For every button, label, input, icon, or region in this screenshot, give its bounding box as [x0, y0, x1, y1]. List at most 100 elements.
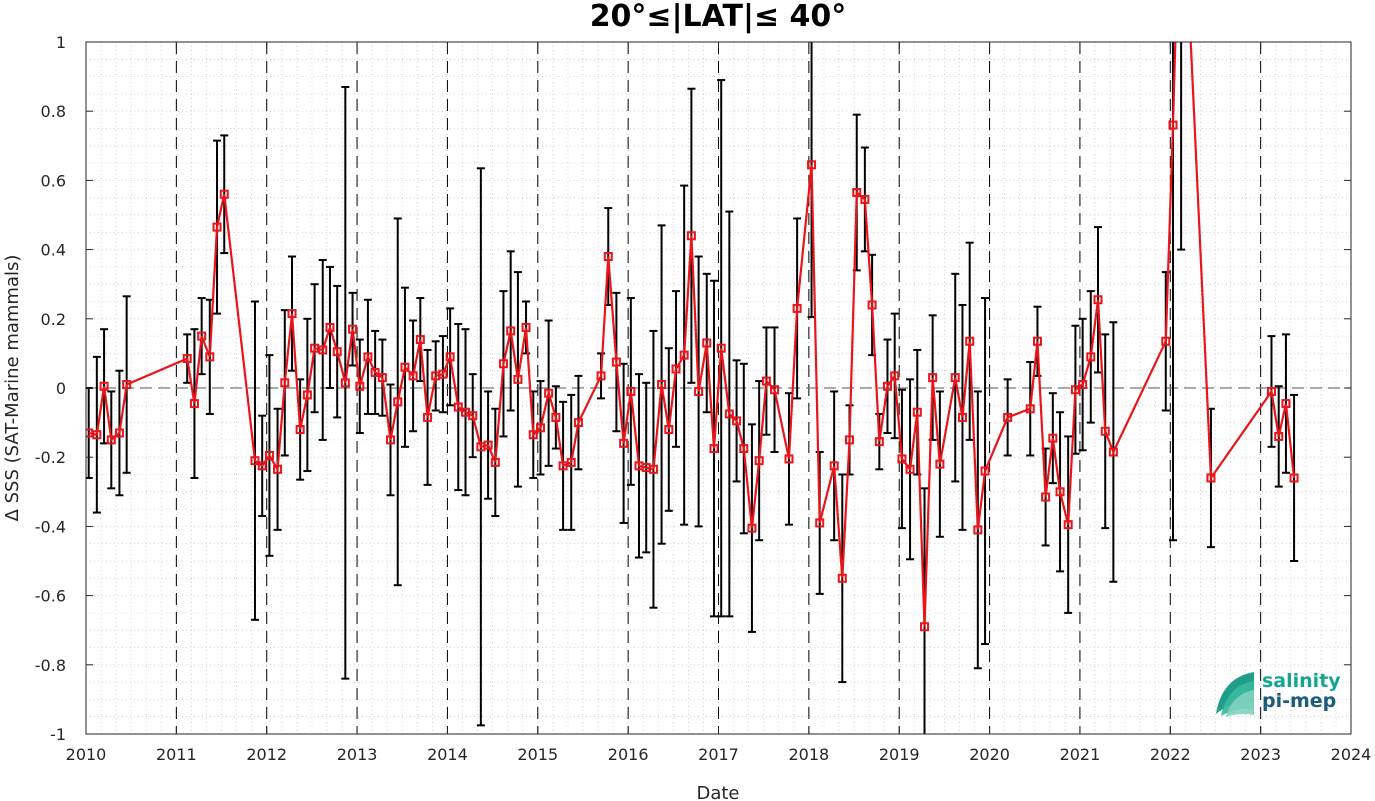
data-point [197, 331, 207, 341]
data-point [671, 364, 681, 374]
data-point [318, 345, 328, 355]
data-point [1078, 380, 1088, 390]
data-point [1289, 473, 1299, 483]
data-point [973, 525, 983, 535]
data-point [386, 435, 396, 445]
data-point [815, 518, 825, 528]
data-point [1274, 431, 1284, 441]
logo-waves-icon [1216, 672, 1254, 717]
data-point [332, 347, 342, 357]
data-point [423, 412, 433, 422]
data-point [619, 438, 629, 448]
error-bar [1290, 393, 1299, 562]
data-point [694, 386, 704, 396]
data-point [408, 371, 418, 381]
data-point [732, 416, 742, 426]
data-point [264, 450, 274, 460]
data-point [664, 425, 674, 435]
data-point [521, 322, 531, 332]
x-tick-labels: 2010 2011 2012 2013 2014 2015 2016 2017 2018 2019… [66, 745, 1372, 764]
data-point [754, 456, 764, 466]
x-tick-label: 2023 [1240, 745, 1281, 764]
data-point [1055, 487, 1065, 497]
x-tick-label: 2013 [337, 745, 378, 764]
data-point [920, 622, 930, 632]
data-point [513, 374, 523, 384]
data-point [1041, 492, 1051, 502]
data-point [702, 338, 712, 348]
x-tick-label: 2024 [1331, 745, 1372, 764]
y-tick-label: -0.2 [35, 448, 66, 467]
data-point [1206, 473, 1216, 483]
salinity-pi-mep-logo: salinity pi-mep [1216, 670, 1341, 717]
data-point [829, 461, 839, 471]
x-tick-label: 2011 [156, 745, 197, 764]
data-point [490, 457, 500, 467]
data-point [1281, 399, 1291, 409]
error-bar [1177, 42, 1186, 251]
data-point [92, 430, 102, 440]
data-point [468, 411, 478, 421]
data-point [1048, 433, 1058, 443]
data-point [980, 466, 990, 476]
data-point [792, 303, 802, 313]
data-point [212, 222, 222, 232]
data-point [1266, 386, 1276, 396]
data-point [1086, 352, 1096, 362]
data-point [114, 428, 124, 438]
data-point [957, 412, 967, 422]
data-point [1100, 426, 1110, 436]
data-point [483, 440, 493, 450]
data-point [1032, 336, 1042, 346]
y-axis-label: Δ SSS (SAT-Marine mammals) [2, 255, 23, 522]
data-point [874, 437, 884, 447]
data-point [363, 352, 373, 362]
data-point [1161, 336, 1171, 346]
data-point [340, 378, 350, 388]
y-tick-label: 0 [56, 379, 66, 398]
data-point [716, 343, 726, 353]
data-point [1003, 412, 1013, 422]
data-point [498, 359, 508, 369]
data-point [438, 369, 448, 379]
data-point [99, 381, 109, 391]
x-tick-label: 2016 [608, 745, 649, 764]
data-point [445, 352, 455, 362]
data-point [219, 189, 229, 199]
data-point [747, 523, 757, 533]
data-point [287, 309, 297, 319]
data-point [310, 343, 320, 353]
data-point [739, 444, 749, 454]
x-tick-label: 2017 [698, 745, 739, 764]
data-point [1070, 385, 1080, 395]
y-tick-label: 0.4 [41, 241, 66, 260]
data-point [1108, 447, 1118, 457]
data-point [784, 454, 794, 464]
y-tick-label: 0.2 [41, 310, 66, 329]
data-point [845, 435, 855, 445]
data-point [257, 461, 267, 471]
data-point [770, 385, 780, 395]
data-point [400, 362, 410, 372]
data-point [837, 573, 847, 583]
data-point [709, 444, 719, 454]
data-point [724, 409, 734, 419]
data-point [377, 373, 387, 383]
data-point [912, 407, 922, 417]
data-point [965, 336, 975, 346]
data-point [1093, 295, 1103, 305]
data-point [325, 322, 335, 332]
data-point [544, 388, 554, 398]
data-point [558, 461, 568, 471]
y-tick-label: 0.8 [41, 102, 66, 121]
data-point [867, 300, 877, 310]
data-point [807, 160, 817, 170]
data-point [626, 386, 636, 396]
data-point [535, 423, 545, 433]
x-tick-label: 2010 [66, 745, 107, 764]
data-point [528, 430, 538, 440]
x-tick-label: 2018 [788, 745, 829, 764]
data-point [415, 335, 425, 345]
data-point [950, 373, 960, 383]
data-point [905, 464, 915, 474]
